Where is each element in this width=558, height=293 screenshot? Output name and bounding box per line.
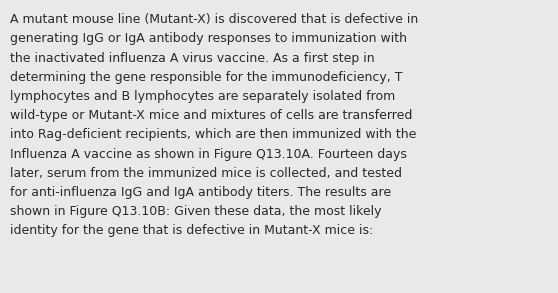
Text: A mutant mouse line (Mutant-X) is discovered that is defective in
generating IgG: A mutant mouse line (Mutant-X) is discov… bbox=[10, 13, 418, 237]
